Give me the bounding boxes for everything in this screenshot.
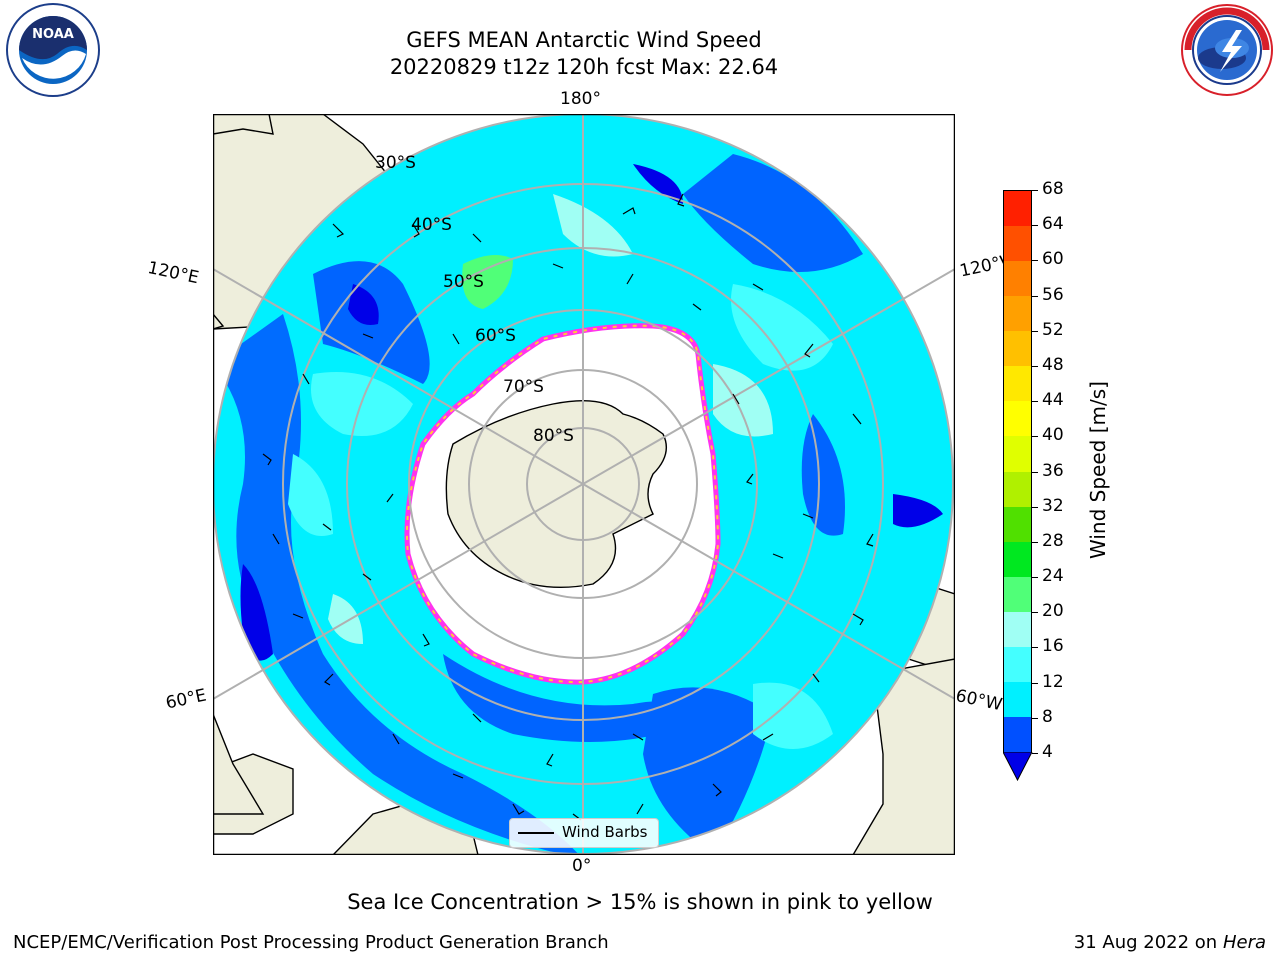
colorbar-tick-mark — [1032, 753, 1038, 754]
antarctica-region — [404, 323, 721, 685]
colorbar-band — [1004, 646, 1031, 682]
colorbar-band — [1004, 541, 1031, 577]
colorbar-tick-label: 40 — [1042, 425, 1064, 446]
title-line-2: 20220829 t12z 120h fcst Max: 22.64 — [389, 55, 779, 79]
colorbar-band — [1004, 471, 1031, 507]
colorbar-bands — [1004, 191, 1031, 752]
colorbar-tick-label: 24 — [1042, 566, 1064, 587]
colorbar — [1003, 190, 1032, 753]
colorbar-band — [1004, 296, 1031, 332]
colorbar-tick-label: 48 — [1042, 354, 1064, 375]
date-text: 31 Aug 2022 on — [1073, 932, 1218, 953]
antarctic-wind-map: 30°S 40°S 50°S 60°S 70°S 80°S — [213, 114, 955, 855]
colorbar-tick-mark — [1032, 682, 1038, 684]
date-stamp: 31 Aug 2022 on Hera — [1074, 932, 1266, 953]
colorbar-band — [1004, 716, 1031, 752]
colorbar-tick-label: 68 — [1042, 179, 1064, 199]
colorbar-tick-mark — [1032, 225, 1038, 227]
title-line-1: GEFS MEAN Antarctic Wind Speed — [406, 28, 762, 52]
map-legend: Wind Barbs — [509, 818, 659, 848]
colorbar-tick-label: 16 — [1042, 636, 1064, 657]
colorbar-band — [1004, 436, 1031, 472]
colorbar-tick-label: 12 — [1042, 671, 1064, 692]
land-left-edge — [213, 713, 265, 815]
legend-label: Wind Barbs — [562, 823, 648, 841]
wind-barbs — [262, 193, 874, 821]
colorbar-tick-label: 60 — [1042, 249, 1064, 270]
nws-logo-icon — [1181, 4, 1273, 96]
colorbar-label: Wind Speed [m/s] — [1086, 381, 1110, 559]
colorbar-tick-mark — [1032, 471, 1038, 473]
colorbar-tick-mark — [1032, 506, 1038, 508]
colorbar-band — [1004, 576, 1031, 612]
lon-label-60w: 60°W — [953, 686, 1004, 716]
antarctica-land — [445, 399, 667, 588]
colorbar-band — [1004, 261, 1031, 297]
lat-label-80s: 80°S — [533, 426, 574, 446]
land-top-left — [213, 114, 274, 135]
lon-label-180: 180° — [560, 89, 601, 109]
colorbar-tick-mark — [1032, 541, 1038, 543]
colorbar-band — [1004, 366, 1031, 402]
machine-name: Hera — [1222, 932, 1266, 953]
colorbar-tick-label: 44 — [1042, 390, 1064, 411]
colorbar-tick-label: 8 — [1042, 706, 1053, 727]
colorbar-band — [1004, 611, 1031, 647]
lat-label-60s: 60°S — [475, 326, 516, 346]
lat-label-70s: 70°S — [503, 377, 544, 397]
colorbar-band — [1004, 401, 1031, 437]
colorbar-ticks: 4 8 12 16 20 24 28 32 36 40 44 48 52 56 60 64 68 — [1032, 179, 1092, 762]
lat-label-50s: 50°S — [443, 272, 484, 292]
colorbar-tick-label: 28 — [1042, 530, 1064, 551]
colorbar-tick-label: 52 — [1042, 319, 1064, 340]
colorbar-tick-mark — [1032, 190, 1038, 191]
colorbar-tick-mark — [1032, 612, 1038, 614]
colorbar-band — [1004, 226, 1031, 262]
colorbar-band — [1004, 191, 1031, 227]
colorbar-tick-mark — [1032, 365, 1038, 367]
colorbar-tick-mark — [1032, 295, 1038, 297]
credit-text: NCEP/EMC/Verification Post Processing Pr… — [13, 932, 609, 953]
noaa-logo-icon: NOAA — [6, 3, 100, 97]
colorbar-tick-label: 64 — [1042, 214, 1064, 235]
map-frame — [213, 114, 955, 855]
colorbar-tick-mark — [1032, 647, 1038, 649]
colorbar-extend-arrow — [1003, 752, 1033, 782]
colorbar-tick-mark — [1032, 717, 1038, 719]
colorbar-band — [1004, 681, 1031, 717]
graticule — [213, 114, 955, 855]
colorbar-band — [1004, 506, 1031, 542]
colorbar-tick-label: 36 — [1042, 460, 1064, 481]
noaa-logo-text: NOAA — [32, 27, 74, 42]
colorbar-tick-label: 4 — [1042, 742, 1053, 762]
legend-line-swatch — [518, 832, 554, 834]
sea-ice-note: Sea Ice Concentration > 15% is shown in … — [347, 890, 933, 914]
colorbar-tick-label: 32 — [1042, 495, 1064, 516]
lon-label-120e: 120°E — [145, 258, 201, 289]
colorbar-tick-label: 56 — [1042, 284, 1064, 305]
colorbar-tick-label: 20 — [1042, 601, 1064, 622]
colorbar-tick-mark — [1032, 401, 1038, 403]
lon-label-0: 0° — [572, 856, 592, 876]
lon-label-60e: 60°E — [164, 685, 209, 714]
colorbar-tick-mark — [1032, 577, 1038, 579]
colorbar-tick-mark — [1032, 436, 1038, 438]
lat-label-40s: 40°S — [411, 215, 452, 235]
colorbar-tick-mark — [1032, 260, 1038, 262]
lat-label-30s: 30°S — [375, 153, 416, 173]
colorbar-band — [1004, 331, 1031, 367]
colorbar-tick-mark — [1032, 330, 1038, 332]
